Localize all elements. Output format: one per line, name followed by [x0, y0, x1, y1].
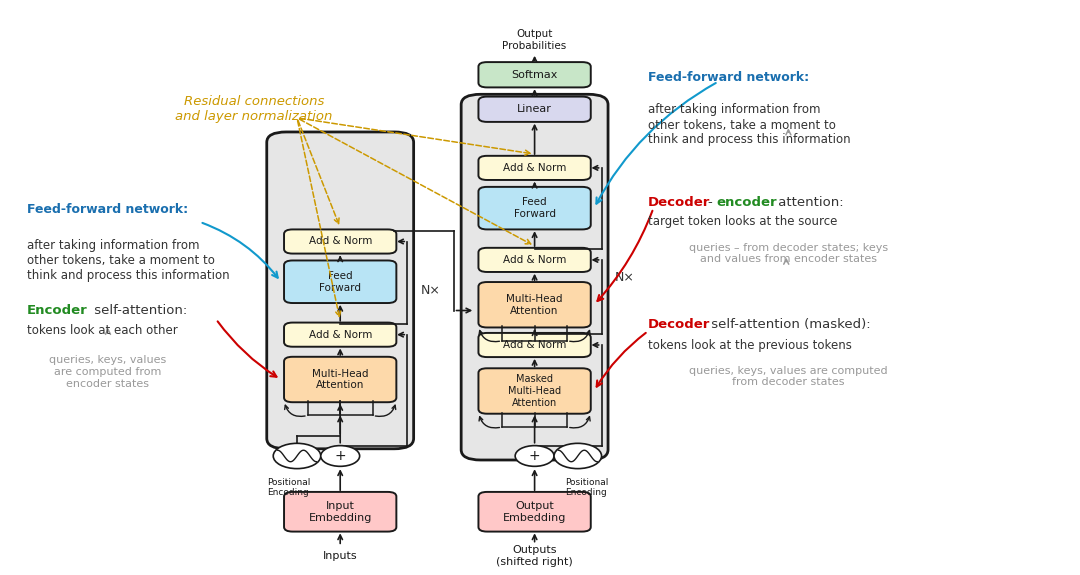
Text: +: +	[335, 449, 346, 463]
Text: Feed
Forward: Feed Forward	[514, 197, 555, 219]
Text: self-attention:: self-attention:	[90, 304, 187, 317]
Text: Feed
Forward: Feed Forward	[320, 271, 361, 293]
Text: Positional
Encoding: Positional Encoding	[267, 478, 310, 497]
Text: N×: N×	[421, 284, 441, 297]
Text: after taking information from
other tokens, take a moment to
think and process t: after taking information from other toke…	[27, 239, 230, 282]
FancyBboxPatch shape	[284, 229, 396, 254]
Text: Output
Probabilities: Output Probabilities	[502, 29, 567, 51]
Text: Multi-Head
Attention: Multi-Head Attention	[507, 294, 563, 316]
Text: Outputs
(shifted right): Outputs (shifted right)	[496, 545, 573, 567]
Text: tokens look at the previous tokens: tokens look at the previous tokens	[648, 339, 852, 351]
Text: Feed-forward network:: Feed-forward network:	[648, 71, 809, 84]
Text: queries, keys, values
are computed from
encoder states: queries, keys, values are computed from …	[50, 355, 166, 389]
Text: Residual connections
and layer normalization: Residual connections and layer normaliza…	[175, 95, 333, 123]
Text: Add & Norm: Add & Norm	[503, 340, 566, 350]
Text: Linear: Linear	[517, 104, 552, 114]
Text: -: -	[707, 196, 712, 209]
Text: Add & Norm: Add & Norm	[309, 329, 372, 340]
Text: Add & Norm: Add & Norm	[503, 163, 566, 173]
Circle shape	[321, 446, 360, 466]
Text: Inputs: Inputs	[323, 551, 357, 561]
FancyBboxPatch shape	[267, 132, 414, 448]
Text: Masked
Multi-Head
Attention: Masked Multi-Head Attention	[508, 374, 562, 408]
FancyBboxPatch shape	[478, 248, 591, 272]
FancyBboxPatch shape	[478, 368, 591, 414]
Text: after taking information from
other tokens, take a moment to
think and process t: after taking information from other toke…	[648, 104, 851, 147]
FancyBboxPatch shape	[478, 187, 591, 229]
Text: queries, keys, values are computed
from decoder states: queries, keys, values are computed from …	[689, 366, 888, 388]
FancyBboxPatch shape	[284, 323, 396, 347]
FancyBboxPatch shape	[284, 260, 396, 303]
Circle shape	[554, 443, 602, 469]
FancyBboxPatch shape	[284, 492, 396, 531]
Text: Input
Embedding: Input Embedding	[309, 501, 372, 523]
Text: Add & Norm: Add & Norm	[309, 236, 372, 247]
Text: Decoder: Decoder	[648, 196, 711, 209]
Text: Multi-Head
Attention: Multi-Head Attention	[312, 369, 368, 390]
Text: +: +	[529, 449, 540, 463]
Text: N×: N×	[616, 271, 635, 283]
Text: Positional
Encoding: Positional Encoding	[565, 478, 608, 497]
Text: Encoder: Encoder	[27, 304, 87, 317]
FancyBboxPatch shape	[478, 62, 591, 87]
Text: queries – from decoder states; keys
and values from encoder states: queries – from decoder states; keys and …	[689, 243, 888, 264]
Text: target token looks at the source: target token looks at the source	[648, 216, 837, 228]
FancyBboxPatch shape	[478, 282, 591, 328]
FancyBboxPatch shape	[461, 94, 608, 460]
Circle shape	[273, 443, 321, 469]
Text: Output
Embedding: Output Embedding	[503, 501, 566, 523]
FancyBboxPatch shape	[478, 492, 591, 531]
FancyBboxPatch shape	[478, 156, 591, 180]
Text: Decoder: Decoder	[648, 319, 711, 331]
Text: self-attention (masked):: self-attention (masked):	[707, 319, 872, 331]
FancyBboxPatch shape	[478, 333, 591, 357]
Text: Softmax: Softmax	[512, 70, 557, 80]
Text: Add & Norm: Add & Norm	[503, 255, 566, 265]
FancyBboxPatch shape	[284, 356, 396, 402]
Text: tokens look at each other: tokens look at each other	[27, 324, 178, 337]
Text: Feed-forward network:: Feed-forward network:	[27, 204, 188, 216]
Text: attention:: attention:	[774, 196, 843, 209]
Circle shape	[515, 446, 554, 466]
Text: encoder: encoder	[716, 196, 777, 209]
FancyBboxPatch shape	[478, 97, 591, 122]
